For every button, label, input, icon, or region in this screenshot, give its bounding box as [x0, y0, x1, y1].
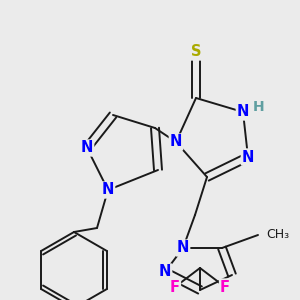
Text: N: N [242, 149, 254, 164]
Text: N: N [177, 241, 189, 256]
Text: N: N [237, 104, 249, 119]
Text: F: F [220, 280, 230, 295]
Text: H: H [253, 100, 265, 114]
Text: N: N [159, 265, 171, 280]
Text: N: N [170, 134, 182, 149]
Text: F: F [170, 280, 180, 295]
Text: N: N [102, 182, 114, 197]
Text: CH₃: CH₃ [266, 229, 289, 242]
Text: N: N [81, 140, 93, 155]
Text: S: S [191, 44, 201, 59]
